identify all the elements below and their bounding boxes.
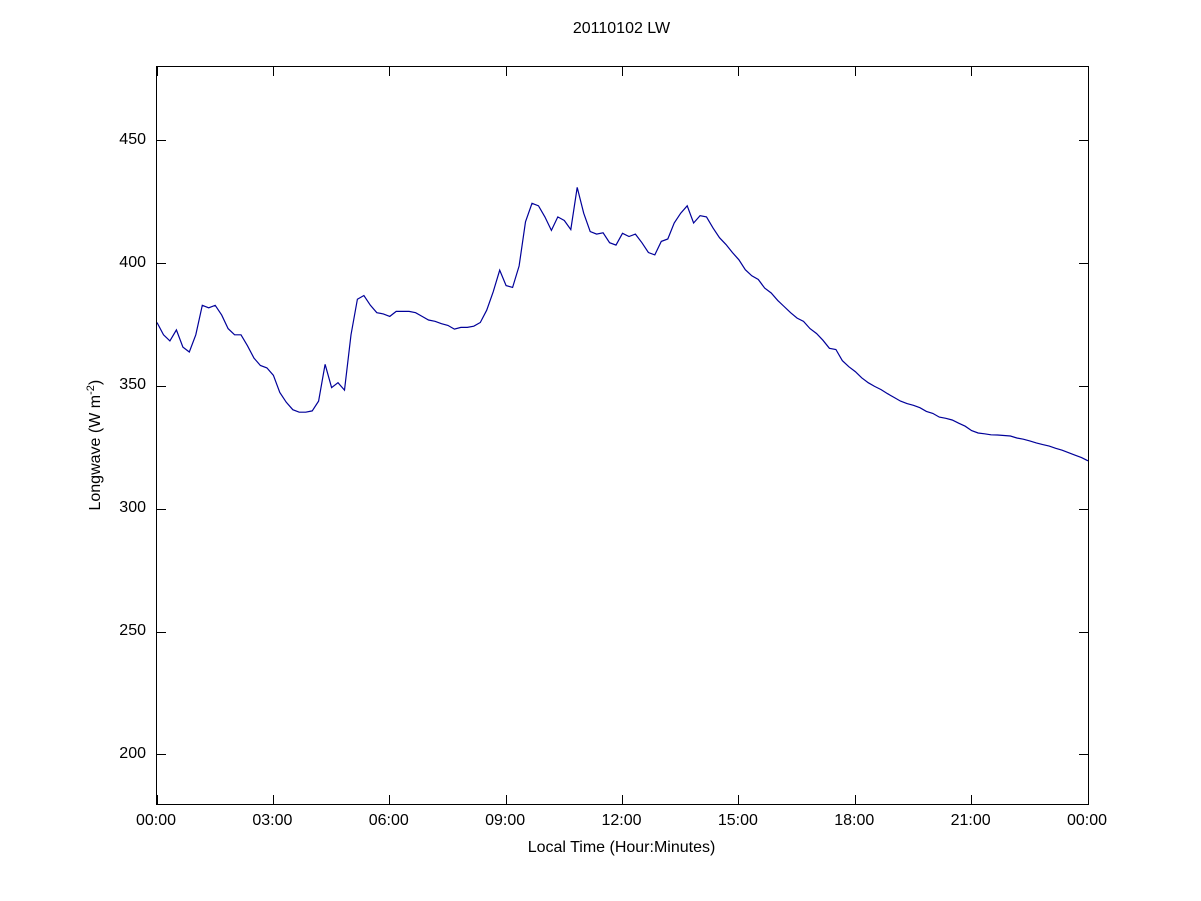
y-tick-mark-left: [157, 263, 166, 265]
x-tick-label: 00:00: [135, 812, 177, 829]
longwave-series-line: [157, 187, 1088, 462]
y-tick-mark-left: [157, 508, 166, 510]
plot-area: [156, 66, 1089, 805]
y-tick-label: 450: [119, 130, 146, 148]
plot-title: 20110102 LW: [572, 20, 671, 37]
x-tick-label: 21:00: [950, 812, 991, 829]
longwave-line-chart: [157, 187, 1088, 462]
y-tick-mark-left: [157, 754, 166, 756]
x-tick-mark-top: [505, 67, 507, 76]
y-tick-label: 350: [119, 376, 146, 394]
x-tick-mark-top: [1087, 67, 1089, 76]
y-tick-mark-right: [1079, 508, 1088, 510]
x-tick-mark-top: [156, 67, 158, 76]
x-axis-label: Local Time (Hour:Minutes): [527, 839, 716, 856]
x-tick-mark-top: [854, 67, 856, 76]
x-tick-mark-bottom: [854, 795, 856, 804]
x-tick-label: 00:00: [1066, 812, 1108, 829]
x-tick-mark-top: [389, 67, 391, 76]
x-tick-mark-bottom: [622, 795, 623, 804]
y-tick-mark-left: [157, 140, 166, 142]
x-tick-label: 15:00: [717, 812, 758, 829]
x-tick-mark-bottom: [971, 795, 973, 804]
x-tick-mark-bottom: [156, 795, 158, 804]
y-axis-label: Longwave (W m-2): [85, 305, 105, 585]
y-tick-mark-left: [157, 385, 166, 387]
x-tick-mark-top: [971, 67, 973, 76]
x-tick-mark-bottom: [272, 795, 274, 804]
x-tick-label: 03:00: [252, 812, 293, 829]
y-tick-label: 250: [119, 622, 146, 640]
y-tick-mark-left: [157, 631, 166, 633]
y-tick-mark-right: [1079, 631, 1088, 633]
x-tick-mark-bottom: [389, 795, 391, 804]
x-tick-mark-top: [738, 67, 740, 76]
y-tick-mark-right: [1079, 140, 1088, 142]
x-tick-label: 12:00: [601, 812, 642, 829]
y-tick-mark-right: [1079, 385, 1088, 387]
y-axis-label-wrap: Longwave (W m-2): [20, 295, 170, 595]
x-tick-label: 09:00: [485, 812, 526, 829]
y-tick-label: 200: [119, 744, 146, 762]
x-tick-label: 18:00: [834, 812, 875, 829]
x-tick-mark-top: [272, 67, 274, 76]
x-tick-label: 06:00: [368, 812, 409, 829]
y-tick-mark-right: [1079, 754, 1088, 756]
x-tick-mark-bottom: [1087, 795, 1089, 804]
y-axis-label-text: Longwave (W m: [87, 394, 105, 511]
y-tick-label: 400: [119, 253, 146, 271]
y-tick-mark-right: [1079, 263, 1088, 265]
x-tick-mark-top: [622, 67, 623, 76]
x-tick-mark-bottom: [505, 795, 507, 804]
y-tick-label: 300: [119, 499, 146, 517]
x-tick-mark-bottom: [738, 795, 740, 804]
